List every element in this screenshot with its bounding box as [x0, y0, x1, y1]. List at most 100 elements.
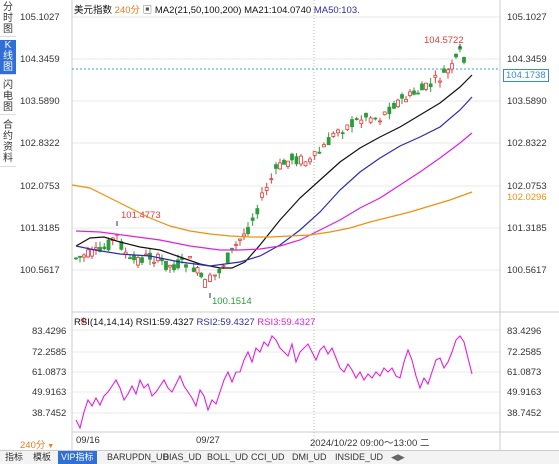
price-axis-right-label: 101.3185: [507, 223, 547, 234]
low-annotation: 100.1514: [212, 296, 252, 307]
ma200-price-badge: 102.0296: [507, 192, 547, 203]
current-price-badge: 104.1738: [503, 69, 549, 82]
candle-body: [404, 98, 408, 103]
candle-body: [274, 164, 278, 169]
rsi-axis-right-label: 38.7452: [507, 408, 542, 419]
candle-body: [322, 144, 326, 148]
rsi-axis-right-label: 61.0873: [507, 367, 542, 378]
tab-vip-indicator[interactable]: VIP指标: [58, 451, 97, 464]
price-axis-left-label: 103.5890: [20, 96, 60, 107]
tab-bias[interactable]: BIAS_UD: [163, 452, 202, 462]
candle-body: [260, 192, 264, 198]
rsi-axis-left-label: 72.2585: [32, 347, 67, 358]
candle-body: [246, 227, 250, 235]
candle-body: [152, 261, 156, 264]
rsi-axis-left-label: 83.4296: [32, 326, 67, 337]
x-axis-label: 09/16: [76, 435, 100, 446]
x-axis-label: 09/27: [196, 435, 220, 446]
tab-barupdn[interactable]: BARUPDN_UD: [107, 452, 170, 462]
candle-body: [176, 259, 180, 269]
candle-body: [255, 208, 260, 215]
rsi-axis-right-label: 83.4296: [507, 326, 542, 337]
ma-dropdown-icon[interactable]: ▣: [142, 5, 153, 16]
high-annotation: 104.5722: [424, 35, 464, 46]
period-selector-label: 240分: [20, 440, 46, 451]
tab-boll[interactable]: BOLL_UD: [207, 452, 249, 462]
candle-body: [86, 249, 90, 258]
tab-cci[interactable]: CCI_UD: [251, 452, 285, 462]
candle-body: [354, 118, 359, 121]
candle-body: [290, 153, 294, 161]
candle-body: [119, 241, 124, 250]
candle-body: [400, 94, 404, 99]
candle-body: [368, 117, 373, 123]
candle-body: [294, 156, 299, 165]
candle-body: [286, 160, 290, 167]
ma50-value: MA50:103.: [313, 5, 360, 16]
candle-body: [442, 68, 446, 73]
period-selector[interactable]: 240分 ▼: [20, 437, 54, 451]
tab-indicator[interactable]: 指标: [5, 452, 24, 462]
candle-body: [412, 90, 416, 95]
candle-body: [345, 124, 350, 131]
rsi-axis-left-label: 61.0873: [32, 367, 67, 378]
candle-body: [416, 92, 420, 95]
side-tab-timeshare[interactable]: 分时图: [0, 2, 16, 37]
candle-body: [428, 83, 433, 88]
candle-body: [191, 267, 196, 272]
candle-body: [373, 117, 378, 120]
candle-body: [234, 244, 238, 246]
price-axis-left-label: 105.1027: [20, 12, 60, 23]
candle-body: [331, 132, 336, 137]
price-axis-right-label: 100.5617: [507, 265, 547, 276]
rsi-axis-right-label: 72.2585: [507, 347, 542, 358]
rsi1-value: RSI1:59.4327: [135, 317, 194, 328]
price-axis-right-label: 102.8322: [507, 138, 547, 149]
candle-body: [78, 255, 82, 258]
side-tab-contract-info[interactable]: 合约资料: [0, 120, 16, 167]
price-axis-left-label: 101.3185: [20, 223, 60, 234]
chart-legend: 美元指数 240分 ▣ MA2(21,50,100,200) MA21:104.…: [74, 2, 360, 16]
tab-dmi[interactable]: DMI_UD: [292, 452, 327, 462]
candle-body: [312, 151, 317, 156]
tab-template[interactable]: 模板: [33, 452, 52, 462]
candle-body: [172, 264, 176, 271]
price-axis-right-label: 104.3459: [507, 54, 547, 65]
symbol-name: 美元指数: [74, 5, 113, 16]
tabs-overflow-icon[interactable]: ◀▶: [391, 452, 405, 462]
candle-body: [462, 56, 466, 63]
candle-body: [188, 256, 192, 259]
rsi-settings-icon: ⚙: [80, 316, 87, 325]
ma-main-label: MA2(21,50,100,200): [154, 5, 242, 16]
candle-body: [195, 267, 200, 274]
candle-body: [454, 53, 458, 58]
candle-body: [208, 274, 212, 282]
candle-body: [94, 247, 98, 250]
candle-body: [213, 274, 217, 277]
candle-body: [382, 111, 387, 116]
candle-body: [203, 279, 207, 288]
chevron-down-icon: ▼: [45, 443, 55, 450]
candle-body: [102, 246, 107, 250]
candle-body: [128, 257, 132, 260]
rsi-label: RSI(14,14,14): [74, 317, 134, 328]
ma50-line: [75, 96, 473, 267]
candle-body: [317, 151, 322, 154]
left-high-annotation: 101.4773: [121, 210, 161, 221]
period-label: 240分: [114, 5, 141, 16]
price-axis-right-label: 102.0753: [507, 181, 547, 192]
candle-body: [364, 112, 368, 118]
candle-body: [140, 257, 144, 263]
tab-inside[interactable]: INSIDE_UD: [335, 452, 384, 462]
candle-body: [242, 233, 246, 237]
candle-body: [424, 82, 428, 90]
candle-body: [278, 162, 282, 170]
side-tab-lightning[interactable]: 闪电图: [0, 80, 16, 115]
candle-body: [359, 119, 364, 125]
candle-body: [433, 74, 438, 78]
price-axis-left-label: 102.8322: [20, 138, 60, 149]
candle-body: [106, 239, 111, 251]
candle-body: [136, 257, 140, 266]
side-tab-kline[interactable]: K线图: [0, 40, 16, 75]
